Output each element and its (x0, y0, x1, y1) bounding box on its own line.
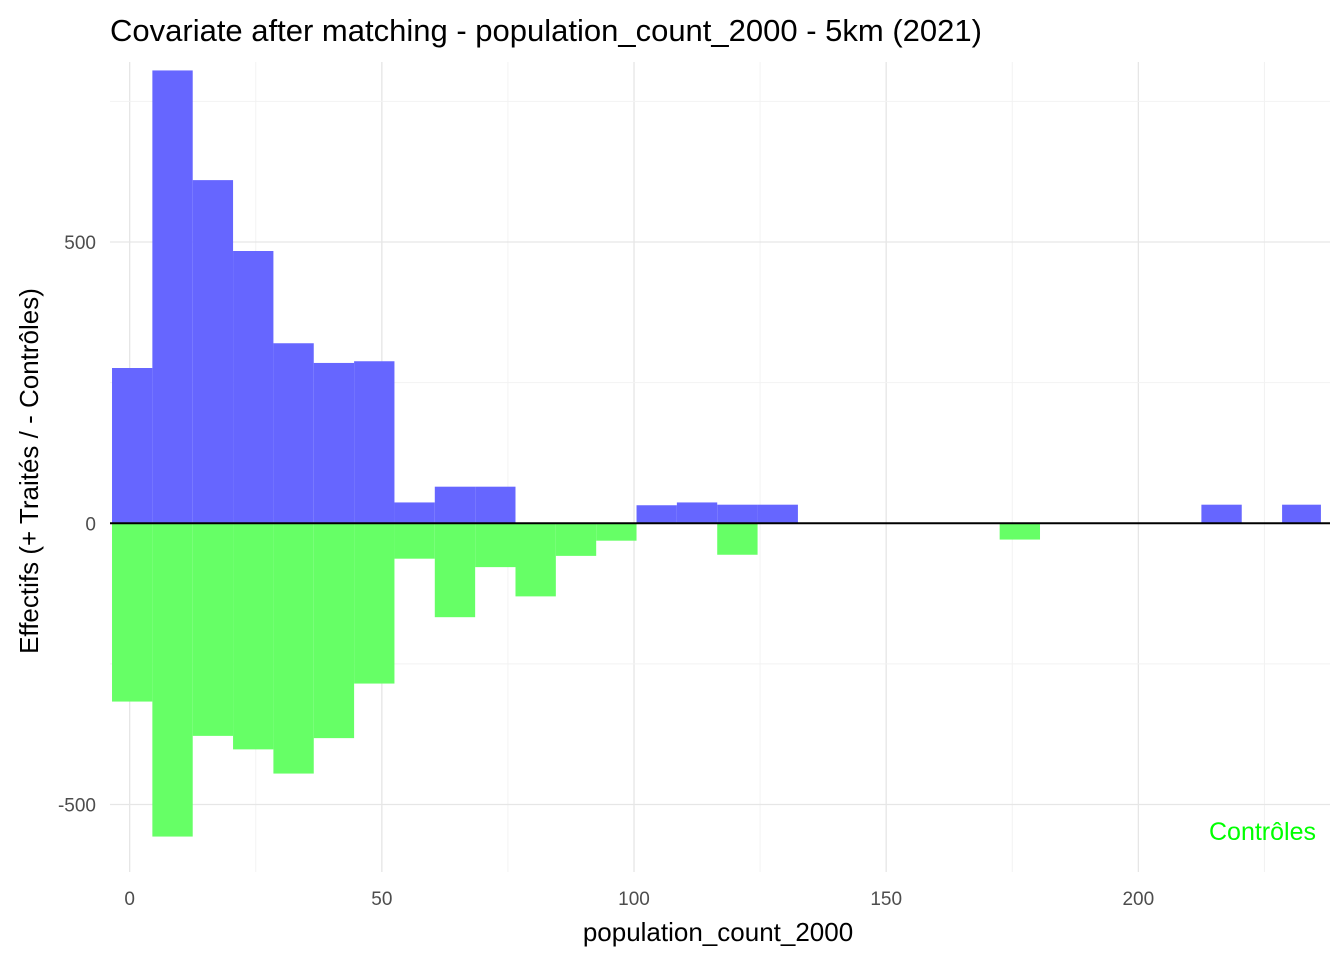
treated-bar (152, 70, 193, 524)
treated-bar (354, 361, 395, 524)
histogram-bars (112, 70, 1321, 837)
treated-bar (1282, 504, 1321, 524)
treated-bar (1201, 504, 1242, 524)
treated-bar (233, 251, 274, 524)
x-tick-label: 200 (1122, 889, 1154, 910)
treated-bar (717, 504, 758, 524)
x-tick-label: 50 (371, 889, 392, 910)
controls-bar (273, 523, 314, 774)
controls-bar (233, 523, 274, 750)
controls-bar (475, 523, 516, 568)
controls-bar (434, 523, 476, 618)
y-tick-label: 0 (85, 514, 96, 535)
y-tick-label: 500 (64, 233, 96, 254)
controls-bar (152, 523, 193, 837)
controls-bar (999, 523, 1041, 540)
controls-bar (555, 523, 597, 556)
controls-bar (717, 523, 758, 555)
treated-bar (475, 486, 516, 524)
treated-bar (676, 502, 718, 524)
treated-bar (394, 502, 435, 524)
controls-bar (192, 523, 234, 736)
y-axis-title: Effectifs (+ Traités / - Contrôles) (14, 288, 44, 654)
x-tick-label: 100 (618, 889, 650, 910)
treated-bar (112, 368, 153, 524)
treated-bar (313, 362, 355, 524)
tick-labels: 0 50 100 150 200 500 0 -500 (58, 233, 1154, 910)
controls-bar (596, 523, 637, 541)
treated-bar (434, 486, 476, 524)
controls-bar (313, 523, 355, 739)
treated-bar (273, 343, 314, 524)
controls-annotation: Contrôles (1209, 818, 1316, 846)
y-tick-label: -500 (58, 796, 96, 817)
x-axis-title: population_count_2000 (583, 917, 853, 947)
controls-bar (354, 523, 395, 684)
x-tick-label: 0 (124, 889, 135, 910)
controls-bar (394, 523, 435, 559)
treated-bar (192, 180, 234, 524)
treated-bar (757, 504, 798, 524)
treated-bar (636, 505, 677, 524)
controls-bar (112, 523, 153, 702)
chart-title: Covariate after matching - population_co… (110, 13, 982, 48)
x-tick-label: 150 (870, 889, 902, 910)
controls-bar (515, 523, 556, 597)
